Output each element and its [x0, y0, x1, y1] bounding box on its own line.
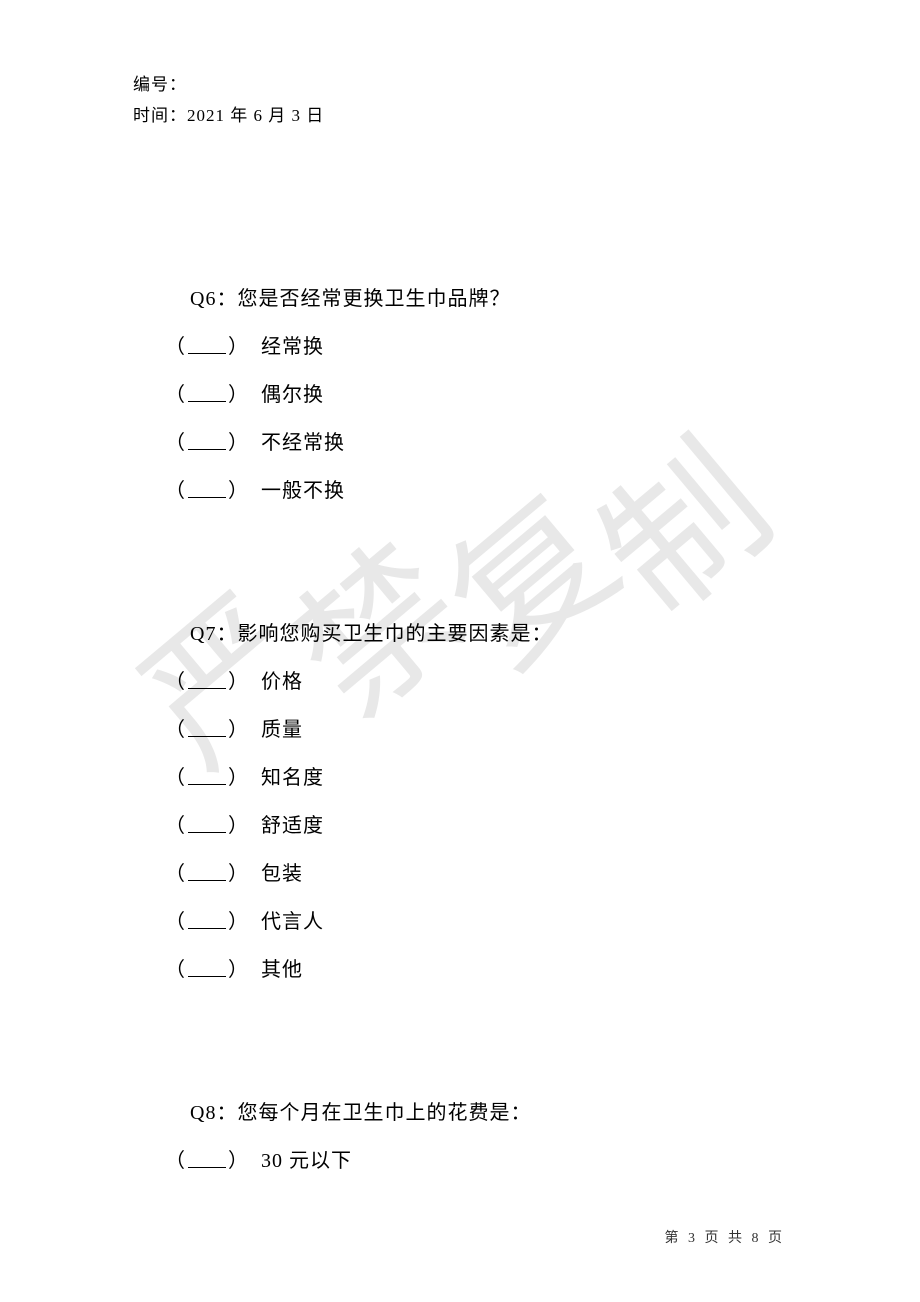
option-label: 一般不换 [261, 467, 345, 515]
question-8-option[interactable]: （） 30 元以下 [165, 1137, 765, 1185]
question-8-title: Q8：您每个月在卫生巾上的花费是： [165, 1089, 765, 1137]
option-label: 舒适度 [261, 802, 324, 850]
option-label: 经常换 [261, 323, 324, 371]
blank-field[interactable] [188, 669, 226, 689]
option-label: 30 元以下 [261, 1137, 352, 1185]
question-7: Q7：影响您购买卫生巾的主要因素是： （） 价格 （） 质量 （） 知名度 （）… [165, 610, 765, 994]
page-footer: 第 3 页 共 8 页 [665, 1227, 786, 1247]
blank-field[interactable] [188, 430, 226, 450]
option-label: 知名度 [261, 754, 324, 802]
question-8: Q8：您每个月在卫生巾上的花费是： （） 30 元以下 [165, 1089, 765, 1185]
question-6-option[interactable]: （） 一般不换 [165, 467, 765, 515]
blank-field[interactable] [188, 813, 226, 833]
question-7-option[interactable]: （） 其他 [165, 946, 765, 994]
blank-field[interactable] [188, 382, 226, 402]
question-6-title: Q6：您是否经常更换卫生巾品牌？ [165, 275, 765, 323]
question-6: Q6：您是否经常更换卫生巾品牌？ （） 经常换 （） 偶尔换 （） 不经常换 （… [165, 275, 765, 515]
option-label: 包装 [261, 850, 303, 898]
blank-field[interactable] [188, 717, 226, 737]
page-number: 第 3 页 共 8 页 [665, 1231, 786, 1246]
blank-field[interactable] [188, 1148, 226, 1168]
question-7-option[interactable]: （） 包装 [165, 850, 765, 898]
question-7-option[interactable]: （） 舒适度 [165, 802, 765, 850]
document-header: 编号： 时间：2021 年 6 月 3 日 [133, 70, 324, 131]
blank-field[interactable] [188, 334, 226, 354]
question-6-option[interactable]: （） 不经常换 [165, 419, 765, 467]
question-7-title: Q7：影响您购买卫生巾的主要因素是： [165, 610, 765, 658]
option-label: 价格 [261, 658, 303, 706]
blank-field[interactable] [188, 957, 226, 977]
question-7-option[interactable]: （） 代言人 [165, 898, 765, 946]
option-label: 代言人 [261, 898, 324, 946]
blank-field[interactable] [188, 909, 226, 929]
option-label: 不经常换 [261, 419, 345, 467]
option-label: 其他 [261, 946, 303, 994]
date-label: 时间：2021 年 6 月 3 日 [133, 101, 324, 132]
question-6-option[interactable]: （） 经常换 [165, 323, 765, 371]
blank-field[interactable] [188, 861, 226, 881]
question-7-option[interactable]: （） 质量 [165, 706, 765, 754]
option-label: 质量 [261, 706, 303, 754]
document-body: Q6：您是否经常更换卫生巾品牌？ （） 经常换 （） 偶尔换 （） 不经常换 （… [165, 275, 765, 1185]
question-7-option[interactable]: （） 知名度 [165, 754, 765, 802]
blank-field[interactable] [188, 765, 226, 785]
question-7-option[interactable]: （） 价格 [165, 658, 765, 706]
blank-field[interactable] [188, 478, 226, 498]
option-label: 偶尔换 [261, 371, 324, 419]
question-6-option[interactable]: （） 偶尔换 [165, 371, 765, 419]
id-label: 编号： [133, 70, 324, 101]
